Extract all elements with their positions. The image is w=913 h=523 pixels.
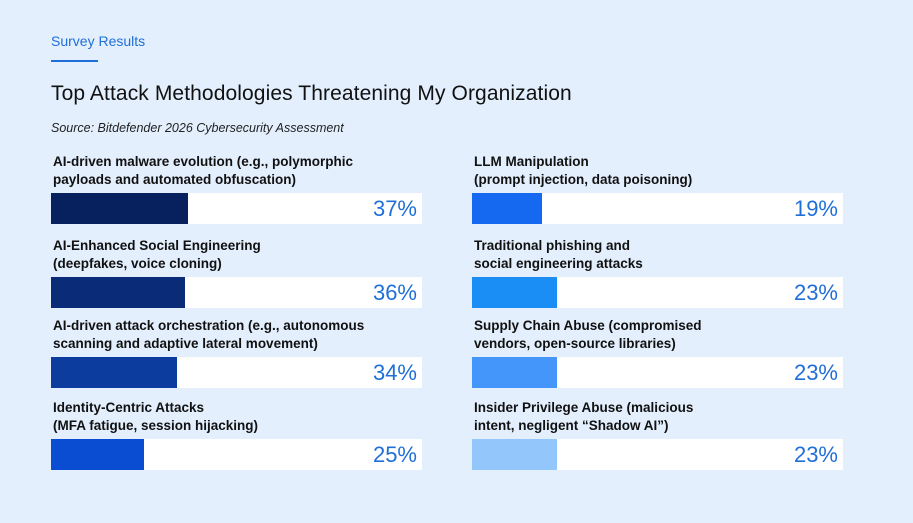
bar-fill — [472, 277, 558, 308]
bar-label-line1: LLM Manipulation — [474, 154, 589, 169]
bar-label: AI-driven attack orchestration (e.g., au… — [53, 317, 424, 353]
bar-value-label: 36% — [372, 280, 417, 305]
bar-value-label: 37% — [372, 196, 417, 221]
bar-track: 37% — [51, 193, 422, 224]
bar-fill — [51, 357, 178, 388]
bar-value-label: 23% — [793, 360, 838, 385]
bar-fill — [472, 357, 558, 388]
bar-label-line2: payloads and automated obfuscation) — [53, 172, 297, 187]
bar-fill — [472, 439, 558, 470]
bar-label: Traditional phishing and social engineeri… — [474, 237, 845, 273]
bar-track: 34% — [51, 357, 422, 388]
bar-track: 36% — [51, 277, 422, 308]
bar-label-line2: (MFA fatigue, session hijacking) — [53, 418, 259, 433]
bar-fill — [51, 439, 144, 470]
bar-fill — [51, 277, 185, 308]
bar-label-line2: scanning and adaptive lateral movement) — [53, 336, 318, 351]
bar-track: 19% — [472, 193, 843, 224]
bar-label: AI-driven malware evolution (e.g., polym… — [53, 153, 424, 189]
bar-label: LLM Manipulation (prompt injection, data … — [474, 153, 845, 189]
bar-track: 23% — [472, 439, 843, 470]
chart-title: Top Attack Methodologies Threatening My … — [51, 82, 572, 105]
bar-label-line1: AI-Enhanced Social Engineering — [53, 238, 261, 253]
bar-value-label: 34% — [372, 360, 417, 385]
bar-value-label: 25% — [372, 442, 417, 467]
bar-label: AI-Enhanced Social Engineering (deepfakes… — [53, 237, 424, 273]
bar-label-line1: Traditional phishing and — [474, 238, 631, 253]
bar-label-line1: Identity-Centric Attacks — [53, 400, 205, 415]
bar-label-line2: social engineering attacks — [474, 256, 643, 271]
bar-value-label: 19% — [793, 196, 838, 221]
bar-label: Insider Privilege Abuse (malicious intent… — [474, 399, 845, 435]
bar-label-line2: intent, negligent “Shadow AI”) — [474, 418, 669, 433]
bar-label-line2: (deepfakes, voice cloning) — [53, 256, 222, 271]
bar-label: Identity-Centric Attacks (MFA fatigue, se… — [53, 399, 424, 435]
chart-source: Source: Bitdefender 2026 Cybersecurity A… — [51, 121, 344, 135]
bar-track: 23% — [472, 277, 843, 308]
bar-label-line1: AI-driven malware evolution (e.g., polym… — [53, 154, 354, 169]
bar-fill — [51, 193, 189, 224]
bar-value-label: 23% — [793, 442, 838, 467]
bar-label: Supply Chain Abuse (compromised vendors, … — [474, 317, 845, 353]
section-eyebrow: Survey Results — [51, 33, 146, 49]
bar-label-line1: Supply Chain Abuse (compromised — [474, 318, 702, 333]
eyebrow-underline — [51, 60, 98, 62]
bar-label-line1: AI-driven attack orchestration (e.g., au… — [53, 318, 365, 333]
bar-track: 23% — [472, 357, 843, 388]
bar-label-line2: vendors, open-source libraries) — [474, 336, 676, 351]
bar-label-line1: Insider Privilege Abuse (malicious — [474, 400, 694, 415]
bar-fill — [472, 193, 543, 224]
bar-label-line2: (prompt injection, data poisoning) — [474, 172, 693, 187]
bar-track: 25% — [51, 439, 422, 470]
bar-value-label: 23% — [793, 280, 838, 305]
